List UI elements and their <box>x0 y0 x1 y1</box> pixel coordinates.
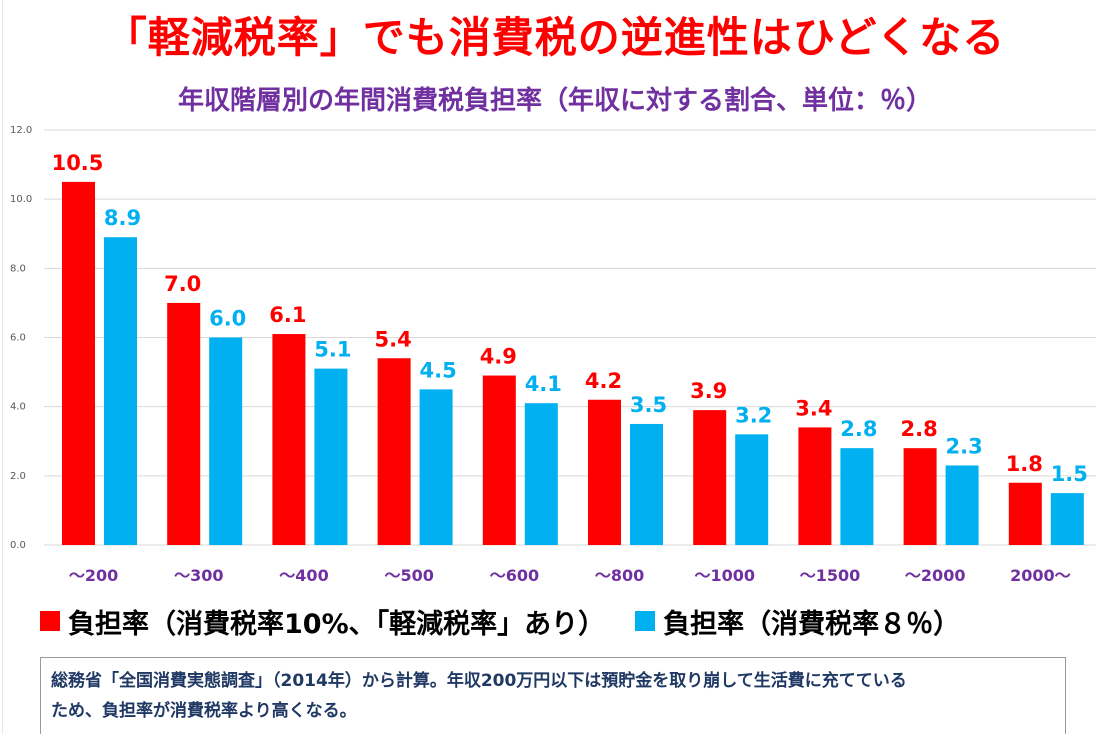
sheet-gridline <box>2 0 3 734</box>
y-tick-label: 10.0 <box>10 194 32 205</box>
x-tick-label: ～2000 <box>905 566 966 585</box>
bar <box>104 237 137 546</box>
data-label: 6.1 <box>269 303 306 327</box>
bar <box>209 337 243 545</box>
bar <box>419 389 453 545</box>
bar <box>1050 493 1084 545</box>
bar <box>588 399 621 545</box>
data-label: 4.2 <box>585 369 622 393</box>
data-label: 4.1 <box>525 372 562 396</box>
data-label: 1.8 <box>1006 452 1043 476</box>
note-line-2: ため、負担率が消費税率より高くなる。 <box>51 701 357 721</box>
bar <box>693 410 727 545</box>
data-label: 4.5 <box>419 358 456 382</box>
data-label: 3.9 <box>690 379 727 403</box>
data-label: 7.0 <box>164 272 201 296</box>
bar <box>630 423 663 545</box>
data-label: 2.3 <box>945 434 982 458</box>
legend-item-10pct: 負担率（消費税率10%、「軽減税率」あり） <box>40 602 605 641</box>
data-label: 4.9 <box>480 345 517 369</box>
bar <box>377 358 411 545</box>
data-label: 8.9 <box>104 206 141 230</box>
legend-item-8pct: 負担率（消費税率８％） <box>635 602 960 641</box>
bar <box>167 302 201 545</box>
bar <box>272 334 306 545</box>
legend-label-8pct: 負担率（消費税率８％） <box>663 608 961 640</box>
data-label: 2.8 <box>840 417 877 441</box>
legend-label-10pct: 負担率（消費税率10%、「軽減税率」あり） <box>68 608 606 640</box>
y-tick-label: 0.0 <box>10 540 26 551</box>
x-tick-label: ～1000 <box>695 566 756 585</box>
data-label: 1.5 <box>1051 462 1088 486</box>
y-tick-label: 4.0 <box>10 402 26 413</box>
bar <box>735 434 769 545</box>
x-tick-label: ～400 <box>279 566 328 585</box>
data-label: 3.5 <box>630 393 667 417</box>
bar <box>903 448 937 545</box>
data-label: 5.4 <box>374 327 411 351</box>
note-line-1: 総務省「全国消費実態調査」（2014年）から計算。年収200万円以下は預貯金を取… <box>51 671 907 691</box>
x-tick-label: ～800 <box>595 566 644 585</box>
legend-swatch-blue <box>635 611 656 631</box>
y-tick-label: 6.0 <box>10 333 26 344</box>
x-tick-label: ～600 <box>490 566 539 585</box>
data-label: 6.0 <box>209 307 246 331</box>
legend: 負担率（消費税率10%、「軽減税率」あり） 負担率（消費税率８％） <box>40 596 960 646</box>
y-tick-label: 8.0 <box>10 263 26 274</box>
x-tick-label: ～300 <box>174 566 223 585</box>
x-tick-label: ～200 <box>69 566 118 585</box>
chart-subtitle: 年収階層別の年間消費税負担率（年収に対する割合、単位：％） <box>177 86 932 116</box>
bar <box>840 448 874 545</box>
x-tick-label: ～500 <box>384 566 433 585</box>
data-label: 10.5 <box>52 151 104 175</box>
data-label: 2.8 <box>900 417 937 441</box>
bar <box>62 181 95 545</box>
data-label: 3.4 <box>795 396 832 420</box>
x-tick-label: ～1500 <box>800 566 861 585</box>
source-note: 総務省「全国消費実態調査」（2014年）から計算。年収200万円以下は預貯金を取… <box>40 657 1066 734</box>
bar <box>482 375 516 545</box>
legend-swatch-red <box>40 611 60 631</box>
data-label: 3.2 <box>735 403 772 427</box>
bar-chart: 0.0 2.0 4.0 6.0 8.0 10.0 12.0 10.5 8.9 ～200 7.0 6.0… <box>10 125 1096 585</box>
bar <box>945 465 979 545</box>
chart-title: 「軽減税率」でも消費税の逆進性はひどくなる <box>104 13 1006 62</box>
bar <box>798 427 832 545</box>
data-label: 5.1 <box>314 338 351 362</box>
bar <box>314 368 348 545</box>
bar <box>1008 482 1042 545</box>
y-tick-label: 12.0 <box>10 125 32 136</box>
x-tick-label: 2000～ <box>1010 566 1071 585</box>
y-tick-label: 2.0 <box>10 471 26 482</box>
bar <box>524 403 558 545</box>
